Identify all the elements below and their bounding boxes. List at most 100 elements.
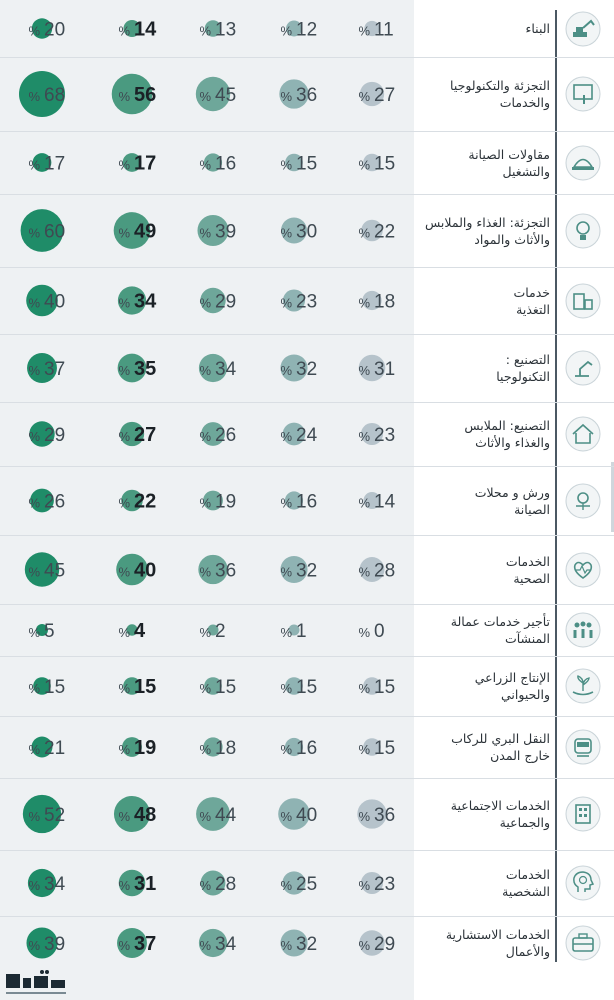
- data-point: 19%: [199, 490, 236, 513]
- category-label: الخدمات الاجتماعية والجماعية: [414, 780, 550, 848]
- category-label: مقاولات الصيانة والتشغيل: [414, 133, 550, 192]
- percent-sign: %: [280, 363, 292, 378]
- data-point: 15%: [118, 676, 156, 698]
- value-label: 30: [296, 222, 317, 243]
- value-label: 26: [44, 492, 65, 513]
- row-separator: [0, 604, 614, 605]
- makkah-logo: [2, 968, 72, 998]
- bubble: [32, 153, 52, 172]
- value-label: 24: [296, 425, 318, 446]
- value-label: 48: [134, 804, 156, 826]
- value-label: 52: [44, 805, 65, 826]
- percent-sign: %: [28, 681, 40, 696]
- bubble: [122, 737, 142, 757]
- percent-sign: %: [28, 363, 40, 378]
- category-label-line: خارج المدن: [490, 748, 550, 763]
- bubble: [280, 929, 308, 957]
- data-point: 23%: [358, 422, 395, 446]
- value-label: 5: [44, 621, 55, 642]
- value-label: 15: [296, 677, 317, 698]
- data-point: 30%: [280, 217, 317, 244]
- bubble: [26, 927, 58, 959]
- percent-sign: %: [199, 363, 211, 378]
- bubble: [30, 488, 54, 513]
- category-label: النقل البري للركاب خارج المدن: [414, 718, 550, 776]
- percent-sign: %: [199, 625, 211, 640]
- data-point: 15%: [28, 677, 65, 698]
- data-point: 1%: [280, 621, 306, 642]
- data-point: 37%: [27, 353, 65, 383]
- value-label: 40: [134, 560, 156, 582]
- percent-sign: %: [358, 24, 370, 39]
- category-label: تأجير خدمات عمالة المنشآت: [414, 606, 550, 654]
- data-point: 25%: [280, 871, 317, 895]
- percent-sign: %: [358, 565, 370, 580]
- percent-sign: %: [358, 296, 370, 311]
- percent-sign: %: [28, 158, 40, 173]
- category-label-line: التصنيع: الملابس: [464, 418, 550, 433]
- factory-house-icon: [564, 415, 602, 453]
- category-label: الخدمات الصحية: [414, 537, 550, 602]
- category-label-line: الشخصية: [502, 884, 550, 899]
- bubble: [204, 20, 222, 37]
- bubble: [111, 73, 153, 115]
- data-point: 29%: [199, 287, 236, 314]
- value-label: 15: [134, 676, 156, 698]
- bubble: [117, 928, 147, 958]
- value-label: 34: [44, 874, 66, 895]
- value-label: 45: [215, 85, 236, 106]
- workers-icon: [564, 611, 602, 649]
- category-label-line: التجزئة: الغذاء والملابس: [425, 214, 550, 230]
- percent-sign: %: [118, 24, 130, 39]
- bubble: [203, 737, 223, 757]
- bubble: [201, 422, 225, 446]
- data-point: 34%: [198, 353, 237, 383]
- data-point: 45%: [24, 552, 65, 587]
- category-label-line: الخدمات الاستشارية: [445, 927, 550, 942]
- data-point: 17%: [28, 153, 65, 175]
- percent-sign: %: [118, 681, 130, 696]
- bubble: [285, 677, 303, 695]
- heart-pulse-icon: [564, 551, 602, 589]
- data-point: 18%: [358, 290, 395, 313]
- data-point: 35%: [117, 353, 156, 383]
- category-label-line: التجزئة والتكنولوجيا: [450, 78, 550, 93]
- bubble: [282, 422, 306, 446]
- percent-sign: %: [280, 24, 292, 39]
- category-label-line: الصيانة: [514, 501, 550, 517]
- value-label: 68: [44, 85, 65, 106]
- row-separator: [0, 850, 614, 851]
- bubble: [278, 798, 310, 830]
- percent-sign: %: [118, 878, 130, 893]
- row-separator: [0, 916, 614, 917]
- data-point: 23%: [358, 871, 395, 895]
- bubble: [118, 869, 146, 897]
- bubble: [203, 153, 223, 172]
- value-label: 21: [44, 738, 65, 759]
- bubble: [357, 799, 387, 829]
- value-label: 23: [296, 292, 317, 313]
- percent-sign: %: [199, 24, 211, 39]
- category-label: ورش و محلات الصيانة: [414, 468, 550, 533]
- percent-sign: %: [358, 363, 370, 378]
- bubble: [126, 624, 138, 636]
- percent-sign: %: [280, 89, 292, 104]
- value-label: 20: [44, 20, 65, 41]
- percent-sign: %: [280, 429, 292, 444]
- value-label: 29: [44, 425, 65, 446]
- bubble: [203, 490, 223, 511]
- percent-sign: %: [358, 496, 370, 511]
- data-point: 36%: [357, 799, 395, 829]
- data-point: 39%: [197, 214, 236, 247]
- percent-sign: %: [280, 681, 292, 696]
- circuit-bulb-icon: [564, 482, 602, 520]
- percent-sign: %: [118, 742, 130, 757]
- value-label: 37: [44, 359, 65, 380]
- value-label: 16: [296, 738, 317, 759]
- lightbulb-icon: [564, 212, 602, 250]
- value-label: 13: [215, 20, 236, 41]
- bubble: [123, 19, 141, 38]
- data-point: 36%: [198, 554, 236, 585]
- data-point: 16%: [280, 491, 317, 513]
- value-label: 28: [215, 874, 236, 895]
